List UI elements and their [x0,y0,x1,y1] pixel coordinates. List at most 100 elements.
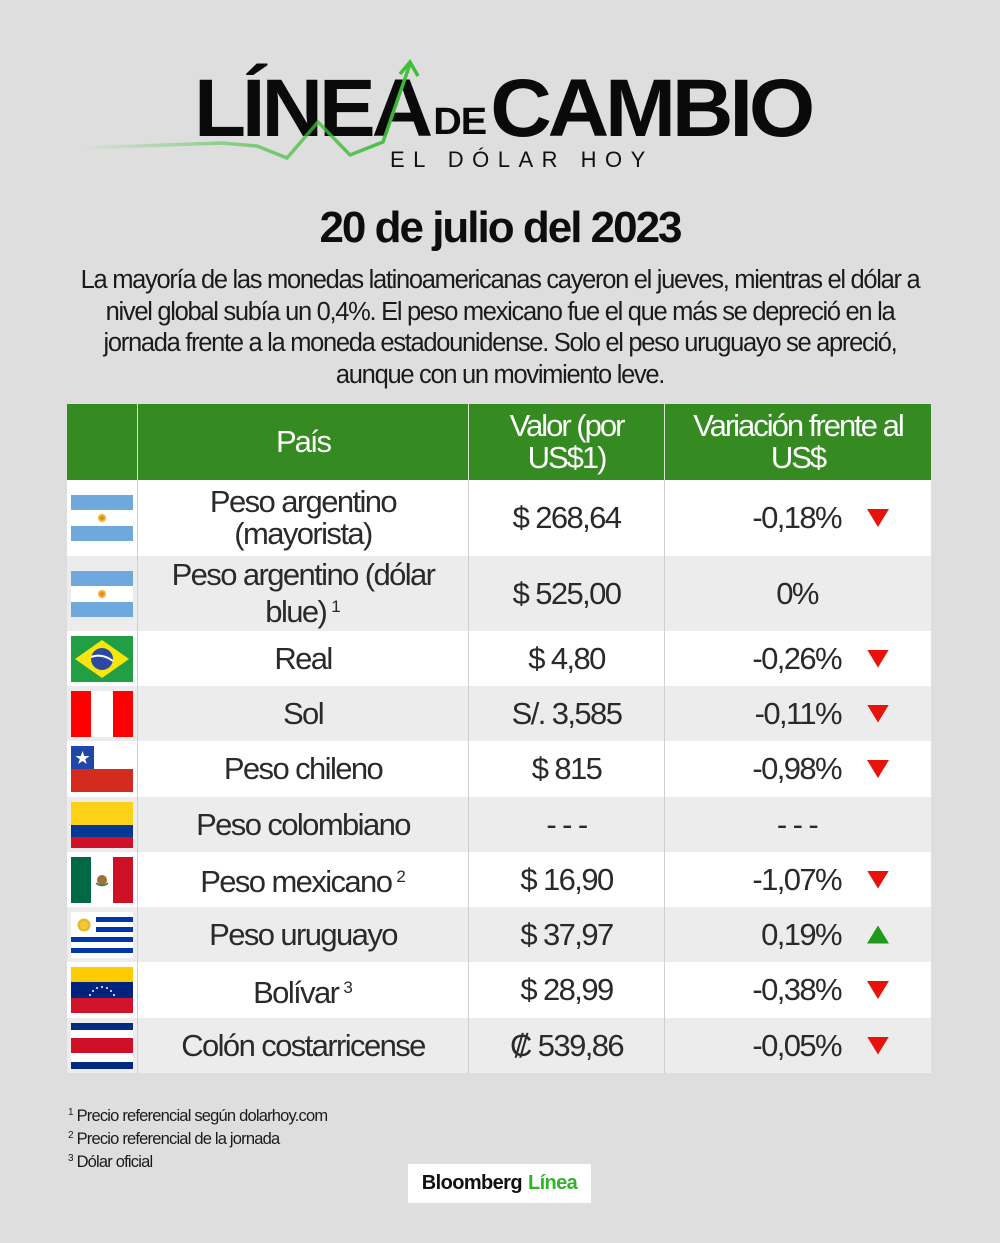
variation-value: -0,05% [752,1027,842,1063]
footnote-mark: 2 [68,1130,74,1141]
currency-name-text: Sol [282,695,325,731]
triangle-down-icon [867,509,889,527]
currency-variation: -0,98% [665,741,931,797]
variation-value: -0,38% [752,972,842,1007]
logo-title: LÍNEA DECAMBIO [194,63,815,154]
variation-value: -0,11% [754,695,843,731]
flag-peru-icon [71,690,133,737]
currency-name-text: Colón costarricense [181,1027,426,1063]
currency-name: Peso argentino (mayorista) [138,480,469,556]
flag-uruguay-icon [71,911,133,958]
currency-name-text: Peso uruguayo [209,916,398,952]
currency-variation: -0,11% [665,686,931,741]
header-country: País [138,404,469,480]
intro-paragraph: La mayoría de las monedas latinoamerican… [80,266,921,389]
triangle-down-icon [867,760,889,778]
footnote-marker: 3 [343,977,353,997]
footnote: 2 Precio referencial de la jornada [68,1126,327,1149]
variation-value: -0,26% [752,640,842,676]
triangle-down-icon [867,704,889,723]
currency-name-text: Bolívar [253,974,340,1010]
currency-name: Sol [138,686,469,741]
flag-cell [67,907,138,962]
flag-chile-icon [71,746,133,792]
table-row: Bolívar 3 $ 28,99 -0,38% [67,962,931,1018]
table-row: Peso chileno $ 815 -0,98% [67,741,931,797]
triangle-down-icon [867,1036,889,1055]
flag-venezuela-icon [71,967,133,1013]
flag-mexico-icon [71,856,133,903]
logo-subtitle: EL DÓLAR HOY [390,147,654,172]
linea-de-cambio-logo: LÍNEA DECAMBIO EL DÓLAR HOY [0,0,1000,190]
table-row: Peso argentino (mayorista) $ 268,64 -0,18% [67,480,931,556]
flag-argentina-icon [71,570,133,617]
table-header: País Valor (por US$1) Variación frente a… [67,404,931,480]
footnote-text: Precio referencial según dolarhoy.com [76,1107,329,1125]
footnote-text: Dólar oficial [76,1153,154,1171]
currency-name-text: Real [274,640,333,676]
footnote-marker: 2 [396,867,406,886]
variation-value: 0% [776,575,819,611]
bloomberg-linea-logo: Bloomberg Línea [408,1164,591,1203]
variation-value: -1,07% [752,861,842,897]
brand-linea: Línea [527,1172,578,1194]
currency-value: - - - [469,797,665,852]
table-row: Peso colombiano - - - - - - [67,797,931,852]
table-row: Real $ 4,80 -0,26% [67,631,931,686]
flag-cell [67,480,138,556]
flag-cell [67,852,138,907]
currency-name: Bolívar 3 [138,962,469,1018]
flag-cell [67,631,138,686]
table-row: Peso mexicano 2 $ 16,90 -1,07% [67,852,931,907]
currency-value: ₡ 539,86 [469,1018,665,1073]
currency-name-text: Peso argentino (dólar blue) [171,557,436,629]
currency-variation: 0% [665,556,931,631]
footnote-mark: 1 [68,1107,74,1118]
variation-value: -0,98% [752,751,842,786]
header-flag [67,404,138,480]
flag-brazil-icon [71,635,133,682]
currency-name: Peso mexicano 2 [138,852,469,907]
currency-table: País Valor (por US$1) Variación frente a… [67,404,931,1073]
currency-name-text: Peso argentino (mayorista) [209,484,398,551]
table-row: Peso argentino (dólar blue) 1 $ 525,00 0% [67,556,931,631]
currency-variation: -0,05% [665,1018,931,1073]
currency-variation: -0,18% [665,480,931,556]
currency-value: $ 815 [469,741,665,797]
flag-cell [67,962,138,1018]
header-value: Valor (por US$1) [469,404,665,480]
flag-cell [67,797,138,852]
table-row: Colón costarricense ₡ 539,86 -0,05% [67,1018,931,1073]
currency-variation: 0,19% [665,907,931,962]
footnote-mark: 3 [68,1153,74,1164]
currency-name: Peso uruguayo [138,907,469,962]
currency-value: $ 525,00 [469,556,665,631]
currency-variation: -1,07% [665,852,931,907]
triangle-up-icon [867,925,889,944]
table-row: Peso uruguayo $ 37,97 0,19% [67,907,931,962]
currency-name: Peso chileno [138,741,469,797]
currency-variation: -0,26% [665,631,931,686]
currency-value: $ 28,99 [469,962,665,1018]
flag-costa-rica-icon [71,1022,133,1069]
currency-name: Colón costarricense [138,1018,469,1073]
footnote-marker: 1 [331,597,341,616]
page-title: 20 de julio del 2023 [319,203,682,252]
variation-value: - - - [776,806,819,842]
footnotes: 1 Precio referencial según dolarhoy.com 2 P… [68,1103,329,1172]
brand-bloomberg: Bloomberg [421,1172,523,1194]
variation-value: 0,19% [761,916,843,952]
currency-variation: - - - [665,797,931,852]
currency-variation: -0,38% [665,962,931,1018]
flag-argentina-icon [71,495,133,541]
table-row: Sol S/. 3,585 -0,11% [67,686,931,741]
flag-cell [67,741,138,797]
currency-name-text: Peso colombiano [196,806,411,842]
variation-value: -0,18% [752,500,842,535]
currency-value: $ 4,80 [469,631,665,686]
currency-name: Real [138,631,469,686]
currency-value: $ 37,97 [469,907,665,962]
flag-cell [67,686,138,741]
currency-value: S/. 3,585 [469,686,665,741]
footnote: 1 Precio referencial según dolarhoy.com [68,1103,329,1126]
